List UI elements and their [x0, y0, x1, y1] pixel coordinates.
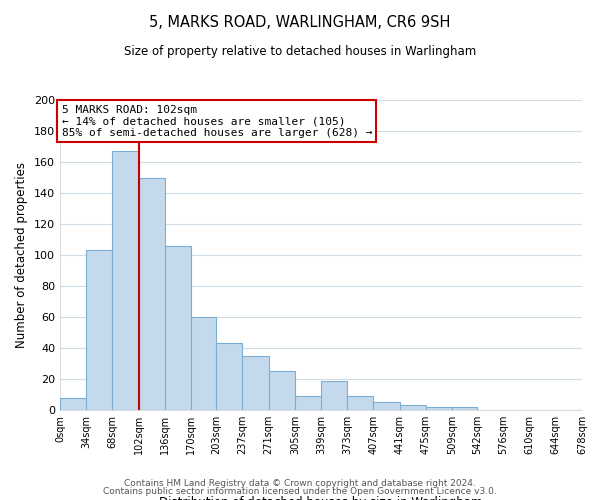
Bar [139, 178, 165, 410]
Bar [373, 402, 400, 410]
Bar [269, 371, 295, 410]
Text: Contains public sector information licensed under the Open Government Licence v3: Contains public sector information licen… [103, 487, 497, 496]
Text: Size of property relative to detached houses in Warlingham: Size of property relative to detached ho… [124, 45, 476, 58]
Text: 5, MARKS ROAD, WARLINGHAM, CR6 9SH: 5, MARKS ROAD, WARLINGHAM, CR6 9SH [149, 15, 451, 30]
Bar [60, 398, 86, 410]
Text: 5 MARKS ROAD: 102sqm
← 14% of detached houses are smaller (105)
85% of semi-deta: 5 MARKS ROAD: 102sqm ← 14% of detached h… [62, 104, 372, 138]
Bar [347, 396, 373, 410]
Bar [86, 250, 112, 410]
Bar [426, 407, 452, 410]
Y-axis label: Number of detached properties: Number of detached properties [16, 162, 28, 348]
Bar [112, 151, 139, 410]
Bar [216, 344, 242, 410]
Text: Contains HM Land Registry data © Crown copyright and database right 2024.: Contains HM Land Registry data © Crown c… [124, 478, 476, 488]
Bar [400, 406, 426, 410]
X-axis label: Distribution of detached houses by size in Warlingham: Distribution of detached houses by size … [159, 496, 483, 500]
Bar [321, 380, 347, 410]
Bar [295, 396, 321, 410]
Bar [452, 407, 477, 410]
Bar [165, 246, 191, 410]
Bar [242, 356, 269, 410]
Bar [191, 317, 216, 410]
